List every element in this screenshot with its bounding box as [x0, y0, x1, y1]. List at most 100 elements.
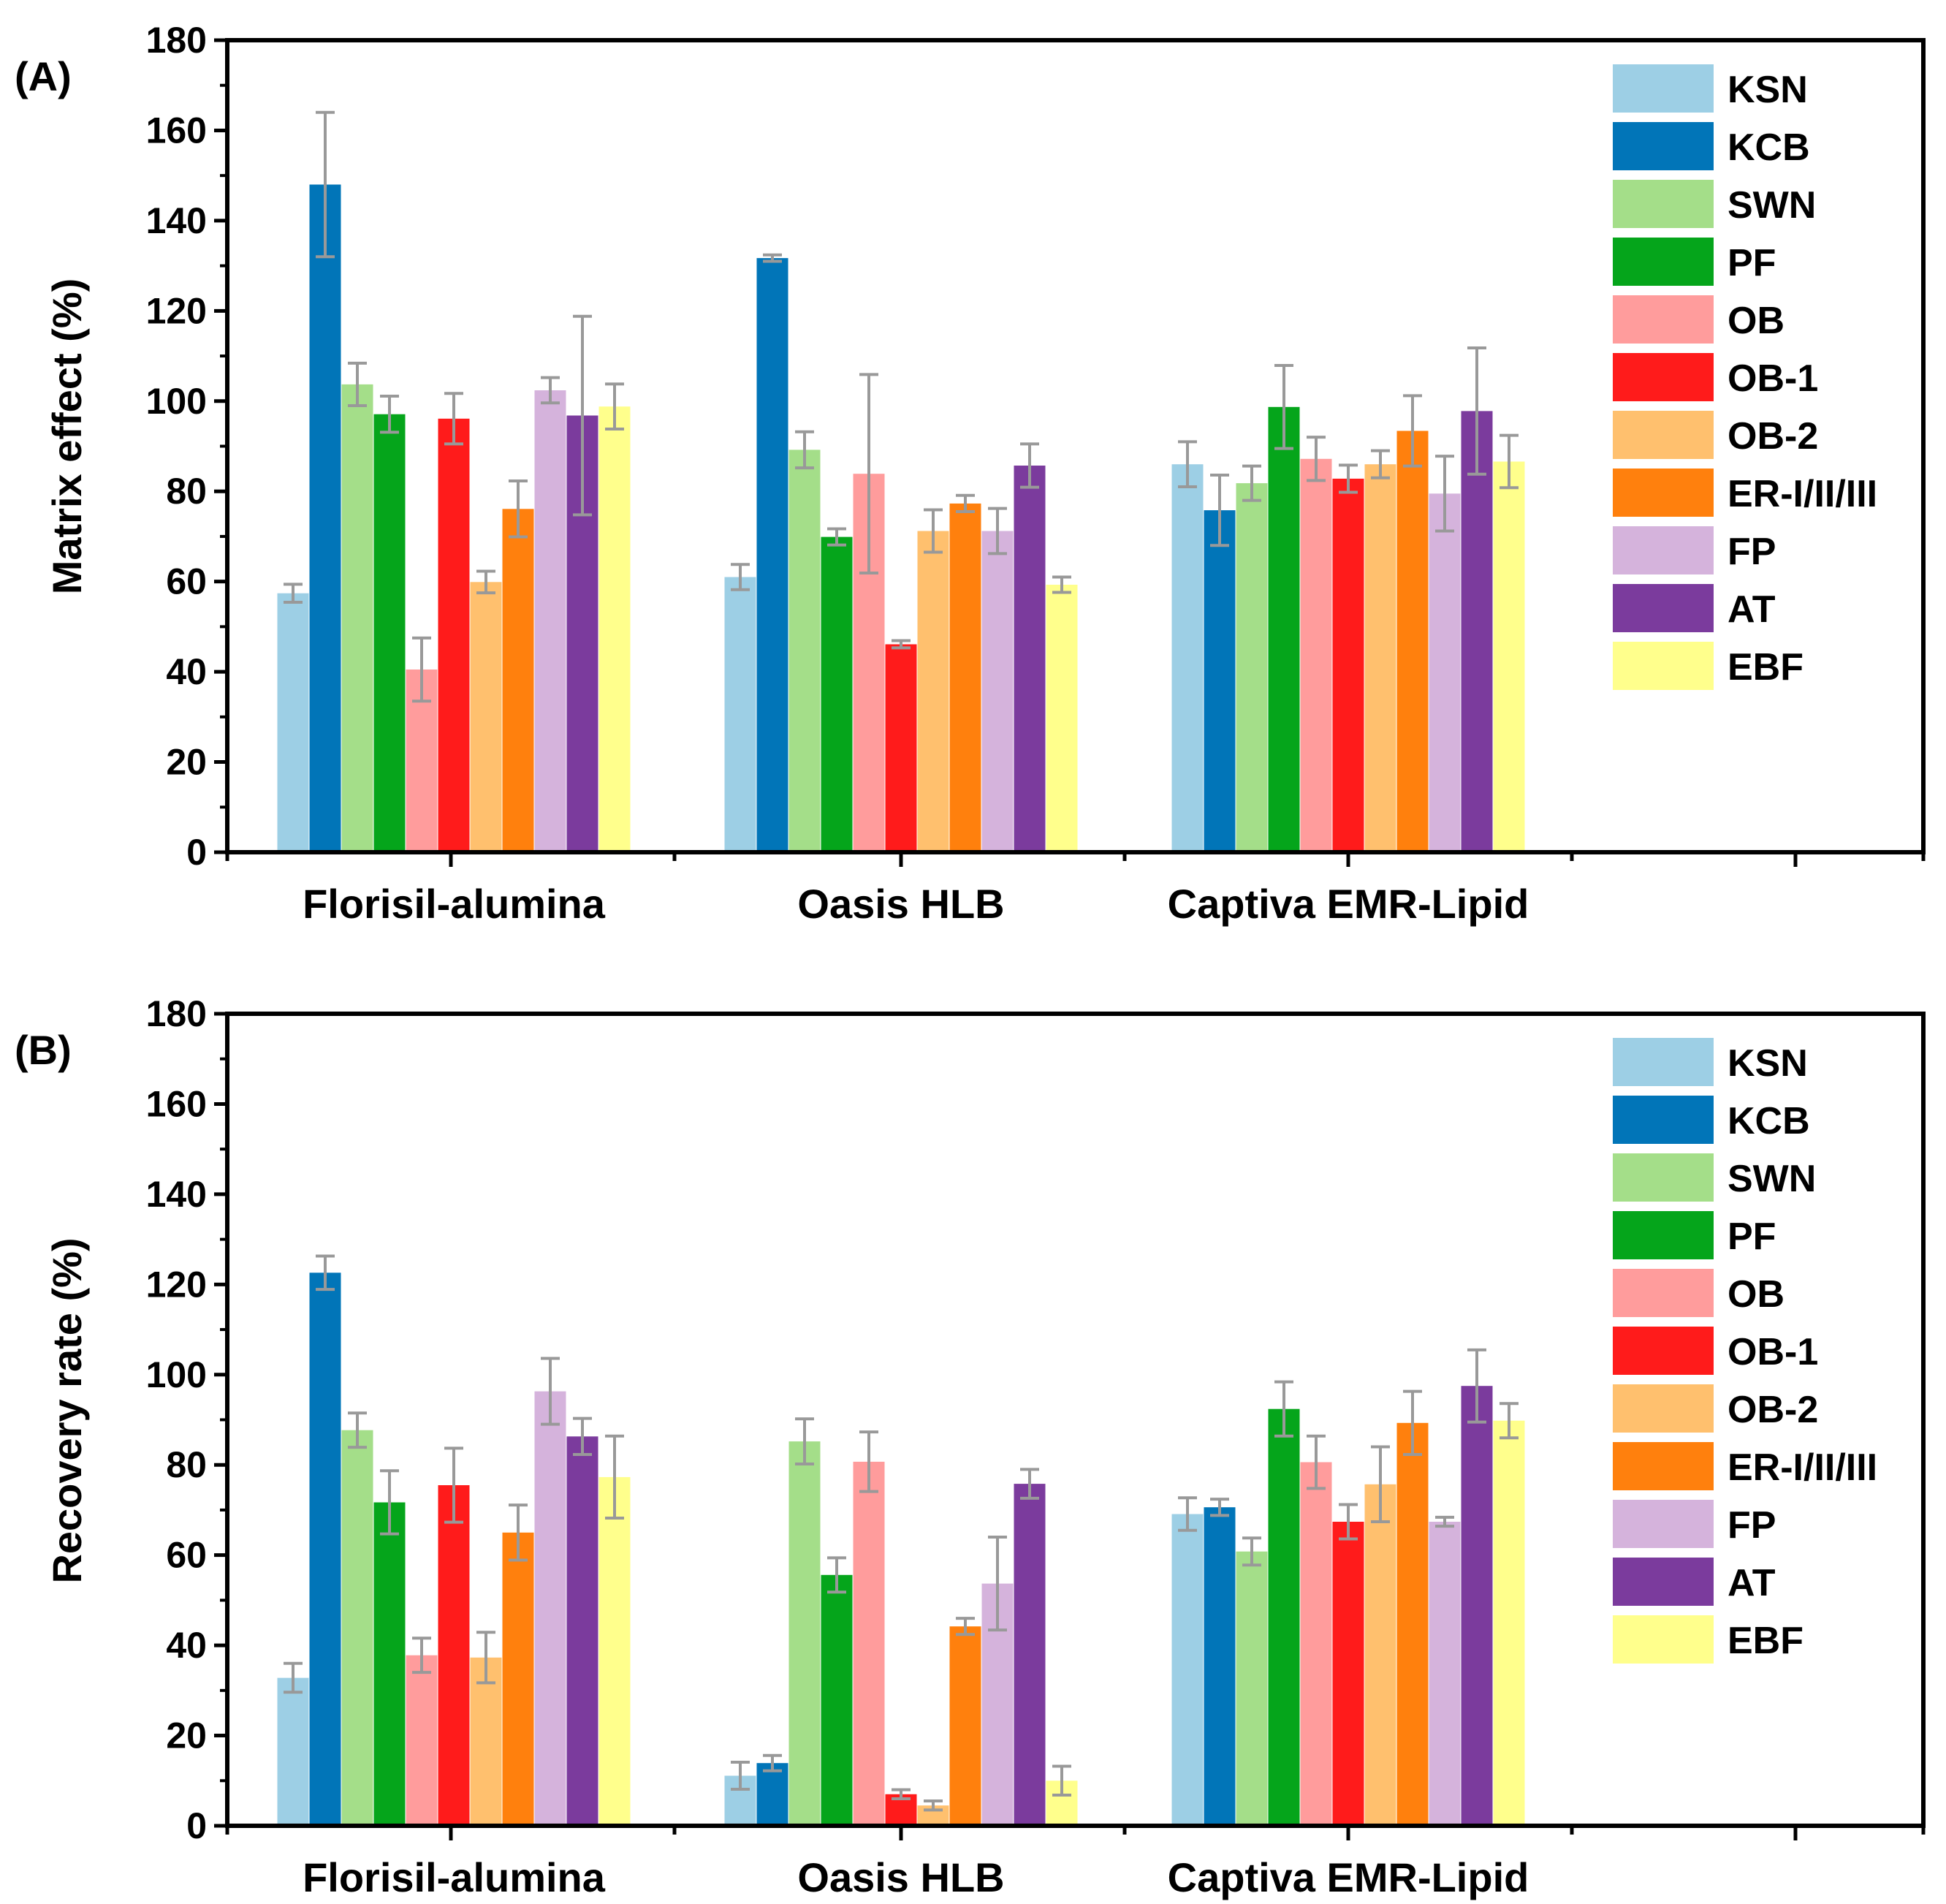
bar-at — [1461, 411, 1493, 852]
error-bar — [476, 569, 495, 595]
legend-swatch — [1613, 1096, 1714, 1144]
legend-item: OB-2 — [1613, 1384, 1818, 1433]
legend-swatch — [1613, 526, 1714, 574]
legend-swatch — [1613, 353, 1714, 401]
legend-swatch — [1613, 122, 1714, 170]
bar-er-i-ii-iii — [502, 1532, 534, 1826]
legend: KSN KCB SWN PF OB OB-1 OB-2 ER-I/II/III FP AT EBF — [1613, 64, 1877, 690]
bar-kcb — [1204, 510, 1236, 852]
y-tick-label: 140 — [146, 200, 207, 241]
bar-at — [1014, 466, 1046, 852]
legend-item: OB — [1613, 295, 1785, 344]
error-bar — [1274, 364, 1293, 450]
legend-item: PF — [1613, 1211, 1776, 1259]
error-bar — [541, 1357, 560, 1426]
y-tick-label: 120 — [146, 290, 207, 331]
legend-label: PF — [1728, 242, 1776, 284]
error-bar — [476, 1631, 495, 1685]
x-category-label: Florisil-alumina — [303, 1854, 606, 1900]
legend-swatch — [1613, 1615, 1714, 1664]
error-bar — [763, 1753, 782, 1772]
bar-pf — [821, 536, 853, 852]
bar-fp — [1429, 493, 1461, 852]
legend-item: OB-1 — [1613, 1327, 1818, 1375]
error-bar — [509, 479, 528, 539]
legend-label: OB — [1728, 300, 1785, 342]
legend-item: KCB — [1613, 122, 1810, 170]
error-bar — [380, 394, 399, 434]
error-bar — [1274, 1380, 1293, 1438]
bar-ksn — [1171, 1514, 1204, 1826]
error-bar — [1307, 1434, 1326, 1490]
error-bar — [1020, 442, 1039, 489]
legend-label: AT — [1728, 588, 1776, 631]
legend-label: AT — [1728, 1562, 1776, 1604]
error-bar — [1371, 1445, 1390, 1523]
bar-ob — [1300, 458, 1332, 852]
bar-swn — [788, 450, 821, 852]
bar-ob — [1300, 1462, 1332, 1826]
error-bar — [859, 373, 878, 574]
bar-ob — [853, 1461, 885, 1826]
legend-item: KSN — [1613, 1038, 1808, 1086]
bar-er-i-ii-iii — [1396, 1422, 1429, 1826]
bar-ob-1 — [438, 1485, 470, 1826]
error-bar — [1307, 436, 1326, 482]
error-bar — [892, 639, 911, 650]
error-bar — [795, 430, 814, 470]
error-bar — [1020, 1468, 1039, 1500]
bar-group — [277, 110, 1525, 853]
legend-swatch — [1613, 1500, 1714, 1548]
error-bar — [892, 1788, 911, 1800]
legend-swatch — [1613, 469, 1714, 517]
error-bar — [1403, 394, 1422, 468]
bar-ob — [406, 1655, 438, 1826]
legend-item: FP — [1613, 526, 1776, 574]
error-bar — [412, 636, 431, 703]
error-bar — [380, 1469, 399, 1536]
bar-ksn — [724, 577, 756, 852]
error-bar — [444, 392, 463, 446]
panel-label: (B) — [15, 1027, 72, 1073]
y-tick-label: 140 — [146, 1174, 207, 1215]
error-bar — [1467, 346, 1486, 476]
y-tick-label: 0 — [186, 1805, 207, 1846]
bar-fp — [534, 390, 566, 852]
bar-fp — [981, 531, 1014, 852]
error-bar — [605, 1434, 624, 1520]
error-bar — [956, 1617, 975, 1636]
error-bar — [1178, 1496, 1197, 1532]
y-tick-label: 160 — [146, 110, 207, 151]
bar-pf — [1268, 406, 1300, 852]
bar-pf — [821, 1574, 853, 1826]
error-bar — [1242, 1536, 1261, 1567]
bar-ebf — [1046, 585, 1078, 852]
legend-label: SWN — [1728, 184, 1816, 227]
bar-ksn — [1171, 464, 1204, 852]
legend-swatch — [1613, 1153, 1714, 1202]
bar-ebf — [598, 1476, 631, 1826]
legend-swatch — [1613, 1211, 1714, 1259]
error-bar — [988, 507, 1007, 555]
y-tick-label: 80 — [166, 1444, 207, 1485]
bar-fp — [534, 1391, 566, 1826]
legend-label: EBF — [1728, 1620, 1804, 1662]
bar-swn — [341, 384, 373, 852]
y-tick-label: 80 — [166, 471, 207, 512]
error-bar — [1500, 433, 1519, 490]
panel-b: (B) Recovery rate (%) 0 20 40 60 80 100 120 140… — [15, 993, 1926, 1900]
legend-item: ER-I/II/III — [1613, 1442, 1877, 1490]
bar-kcb — [756, 258, 788, 853]
error-bar — [827, 527, 846, 547]
error-bar — [284, 1661, 303, 1694]
error-bar — [956, 493, 975, 513]
legend-label: KSN — [1728, 69, 1808, 111]
error-bar — [731, 563, 750, 591]
bar-ob-1 — [1332, 478, 1364, 852]
error-bar — [1210, 474, 1229, 547]
x-category-label: Oasis HLB — [797, 1854, 1004, 1900]
legend-label: PF — [1728, 1215, 1776, 1258]
y-tick-label: 120 — [146, 1264, 207, 1305]
legend-label: KSN — [1728, 1042, 1808, 1085]
legend-swatch — [1613, 295, 1714, 344]
